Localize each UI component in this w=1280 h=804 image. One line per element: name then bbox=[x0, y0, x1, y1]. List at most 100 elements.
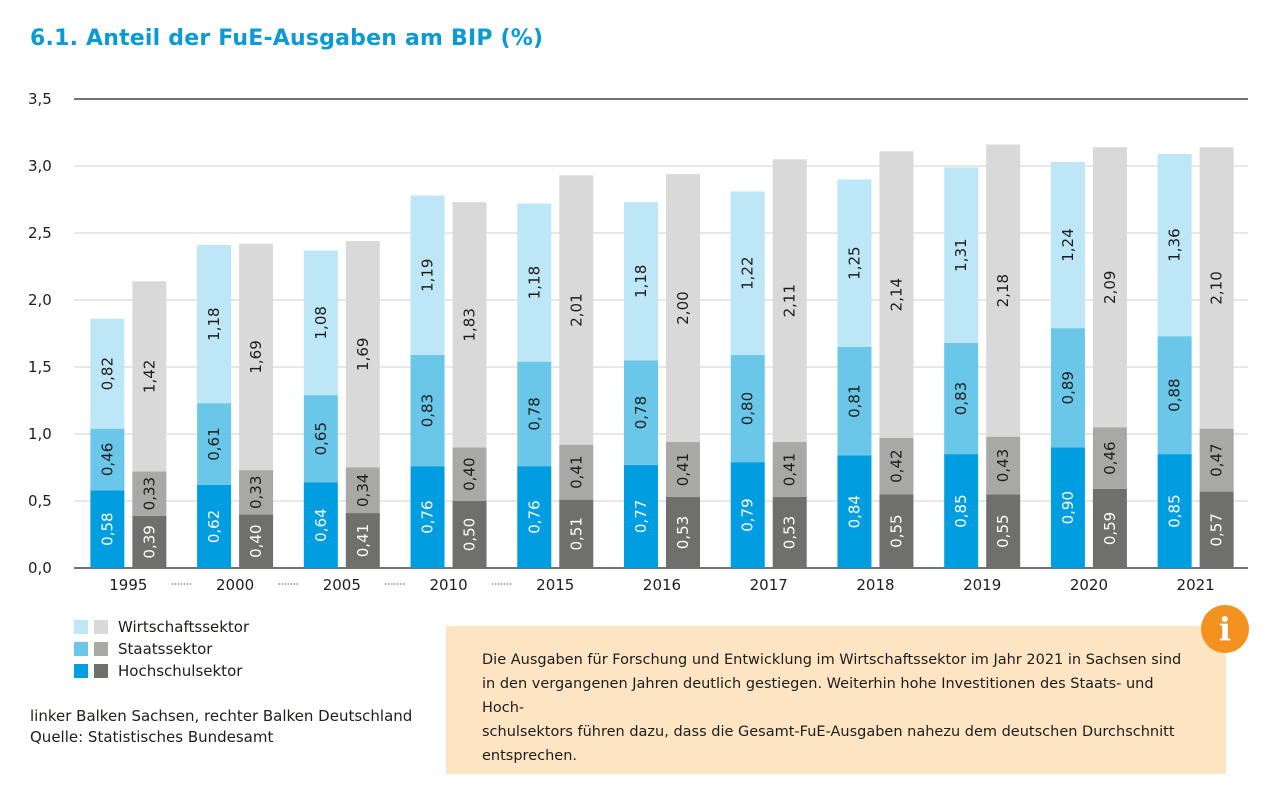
data-label: 0,89 bbox=[1059, 371, 1077, 404]
data-label: 0,76 bbox=[419, 500, 437, 533]
data-label: 1,19 bbox=[419, 259, 437, 292]
bar-sachsen-staatssektor bbox=[517, 361, 552, 467]
legend-swatch-deutschland bbox=[94, 664, 108, 678]
y-tick-label: 0,0 bbox=[28, 559, 52, 577]
legend-label: Wirtschaftssektor bbox=[118, 618, 250, 636]
legend-swatch-sachsen bbox=[74, 642, 88, 656]
x-tick-label: 2016 bbox=[643, 576, 681, 594]
info-box: Die Ausgaben für Forschung und Entwicklu… bbox=[446, 626, 1226, 774]
data-label: 0,42 bbox=[887, 449, 905, 482]
data-label: 1,18 bbox=[205, 307, 223, 340]
data-label: 0,55 bbox=[887, 514, 905, 547]
bar-sachsen-hochschulsektor bbox=[410, 466, 445, 568]
data-label: 0,39 bbox=[140, 525, 158, 558]
bar-sachsen-wirtschaftssektor bbox=[1050, 161, 1085, 329]
info-text-line: Die Ausgaben für Forschung und Entwicklu… bbox=[482, 652, 1182, 668]
bar-deutschland-wirtschaftssektor bbox=[1199, 147, 1234, 429]
bar-sachsen-wirtschaftssektor bbox=[517, 203, 552, 362]
bar-sachsen-hochschulsektor bbox=[944, 454, 979, 568]
x-tick-label: 2005 bbox=[323, 576, 361, 594]
bar-deutschland-wirtschaftssektor bbox=[772, 159, 807, 443]
x-tick-label: 2020 bbox=[1070, 576, 1108, 594]
bar-deutschland-staatssektor bbox=[1092, 427, 1127, 489]
data-label: 0,77 bbox=[632, 500, 650, 533]
data-label: 2,14 bbox=[887, 278, 905, 311]
data-label: 1,25 bbox=[845, 246, 863, 279]
info-icon: i bbox=[1201, 605, 1249, 653]
data-label: 0,65 bbox=[312, 422, 330, 455]
bar-sachsen-staatssektor bbox=[1050, 328, 1085, 448]
bar-deutschland-wirtschaftssektor bbox=[986, 144, 1021, 437]
legend-label: Hochschulsektor bbox=[118, 662, 243, 680]
data-label: 0,46 bbox=[1101, 441, 1119, 474]
bar-sachsen-hochschulsektor bbox=[90, 490, 125, 568]
bar-deutschland-wirtschaftssektor bbox=[132, 281, 167, 472]
data-label: 0,53 bbox=[674, 516, 692, 549]
bar-sachsen-wirtschaftssektor bbox=[837, 179, 872, 347]
bar-deutschland-staatssektor bbox=[132, 471, 167, 516]
data-label: 0,79 bbox=[739, 498, 757, 531]
data-label: 0,78 bbox=[525, 397, 543, 430]
note-line: linker Balken Sachsen, rechter Balken De… bbox=[30, 707, 413, 725]
data-label: 0,40 bbox=[461, 457, 479, 490]
bar-deutschland-wirtschaftssektor bbox=[559, 175, 594, 445]
bar-deutschland-hochschulsektor bbox=[1199, 491, 1234, 568]
bar-sachsen-wirtschaftssektor bbox=[730, 191, 765, 355]
bar-sachsen-wirtschaftssektor bbox=[90, 318, 125, 429]
bar-sachsen-hochschulsektor bbox=[730, 462, 765, 568]
legend-swatch-sachsen bbox=[74, 620, 88, 634]
legend-item-staatssektor: Staatssektor bbox=[74, 638, 249, 660]
x-tick-label: 2017 bbox=[750, 576, 788, 594]
data-label: 0,82 bbox=[98, 357, 116, 390]
legend-item-hochschulsektor: Hochschulsektor bbox=[74, 660, 249, 682]
x-tick-label: 2019 bbox=[963, 576, 1001, 594]
data-label: 0,34 bbox=[354, 474, 372, 507]
bar-sachsen-hochschulsektor bbox=[624, 464, 658, 568]
data-label: 2,01 bbox=[567, 293, 585, 326]
data-label: 2,09 bbox=[1101, 271, 1119, 304]
legend-item-wirtschaftssektor: Wirtschaftssektor bbox=[74, 616, 249, 638]
data-label: 0,41 bbox=[781, 453, 799, 486]
bar-deutschland-wirtschaftssektor bbox=[345, 241, 380, 468]
data-label: 0,81 bbox=[845, 384, 863, 417]
data-label: 0,43 bbox=[994, 449, 1012, 482]
bar-deutschland-wirtschaftssektor bbox=[879, 151, 914, 439]
legend-swatch-deutschland bbox=[94, 642, 108, 656]
data-label: 0,33 bbox=[247, 476, 265, 509]
legend-swatch-sachsen bbox=[74, 664, 88, 678]
info-text-line: in den vergangenen Jahren deutlich gesti… bbox=[482, 676, 1154, 716]
data-label: 0,46 bbox=[98, 443, 116, 476]
chart-title: 6.1. Anteil der FuE-Ausgaben am BIP (%) bbox=[30, 26, 544, 51]
bar-sachsen-hochschulsektor bbox=[197, 484, 232, 568]
legend-swatch-deutschland bbox=[94, 620, 108, 634]
y-tick-label: 3,0 bbox=[28, 157, 52, 175]
bar-sachsen-staatssektor bbox=[1157, 336, 1192, 455]
data-label: 1,08 bbox=[312, 306, 330, 339]
data-label: 0,59 bbox=[1101, 512, 1119, 545]
bar-deutschland-wirtschaftssektor bbox=[452, 202, 487, 448]
data-label: 1,69 bbox=[354, 338, 372, 371]
bar-deutschland-hochschulsektor bbox=[1092, 488, 1127, 568]
bar-deutschland-hochschulsektor bbox=[452, 501, 487, 568]
data-label: 0,57 bbox=[1208, 513, 1226, 546]
data-label: 1,18 bbox=[525, 266, 543, 299]
bar-deutschland-staatssektor bbox=[452, 447, 487, 501]
data-label: 0,85 bbox=[1166, 494, 1184, 527]
data-label: 1,83 bbox=[461, 308, 479, 341]
legend: Wirtschaftssektor Staatssektor Hochschul… bbox=[74, 616, 249, 682]
data-label: 1,36 bbox=[1166, 228, 1184, 261]
data-label: 0,33 bbox=[140, 477, 158, 510]
data-label: 0,41 bbox=[674, 453, 692, 486]
data-label: 0,40 bbox=[247, 524, 265, 557]
data-label: 1,31 bbox=[952, 238, 970, 271]
y-tick-label: 3,5 bbox=[28, 90, 52, 108]
bar-deutschland-hochschulsektor bbox=[772, 496, 807, 568]
bar-deutschland-staatssektor bbox=[772, 442, 807, 497]
data-label: 0,90 bbox=[1059, 491, 1077, 524]
data-label: 0,53 bbox=[781, 516, 799, 549]
bar-sachsen-hochschulsektor bbox=[1157, 454, 1192, 568]
bar-sachsen-staatssektor bbox=[944, 342, 979, 455]
info-text-line: schulsektors führen dazu, dass die Gesam… bbox=[482, 724, 1175, 740]
data-label: 0,85 bbox=[952, 494, 970, 527]
bar-deutschland-hochschulsektor bbox=[239, 514, 274, 568]
